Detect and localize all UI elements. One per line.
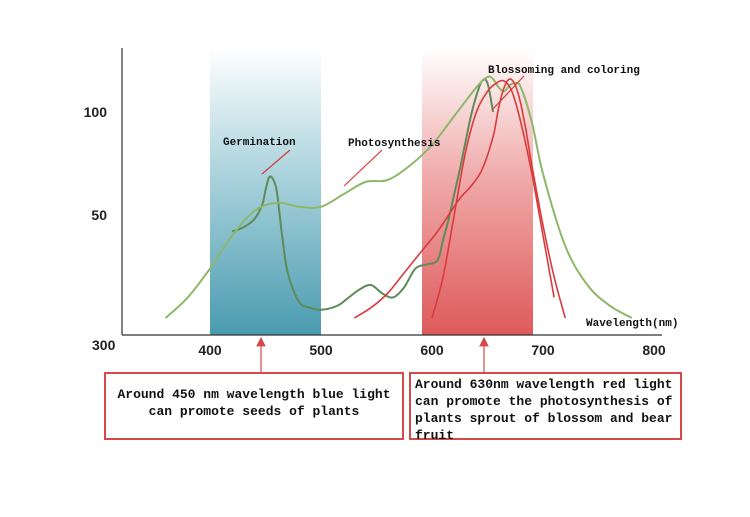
x-tick-label: 500 <box>309 342 333 358</box>
photosynthesis-label: Photosynthesis <box>348 138 440 150</box>
x-axis-label: Wavelength(nm) <box>586 318 678 330</box>
blossoming-label: Blossoming and coloring <box>488 65 640 77</box>
blue-light-note: Around 450 nm wavelength blue light can … <box>104 372 404 440</box>
blossoming-upper-curve <box>431 79 555 319</box>
y-tick-label: 100 <box>84 104 108 120</box>
x-tick-label: 400 <box>198 342 222 358</box>
germination-leader <box>261 149 291 175</box>
x-tick-label: 700 <box>531 342 555 358</box>
x-tick-label: 600 <box>420 342 444 358</box>
blossoming-curve <box>353 78 566 319</box>
blossoming-leader <box>491 75 525 111</box>
photosynthesis-curve <box>164 75 633 319</box>
x-tick-label: 800 <box>642 342 666 358</box>
germination-label: Germination <box>223 137 296 149</box>
germination-curve <box>231 78 495 311</box>
red-light-note: Around 630nm wavelength red light can pr… <box>409 372 682 443</box>
photosynthesis-leader <box>343 149 383 187</box>
x-origin-tick-label: 300 <box>92 337 116 353</box>
y-tick-label: 50 <box>91 207 107 223</box>
